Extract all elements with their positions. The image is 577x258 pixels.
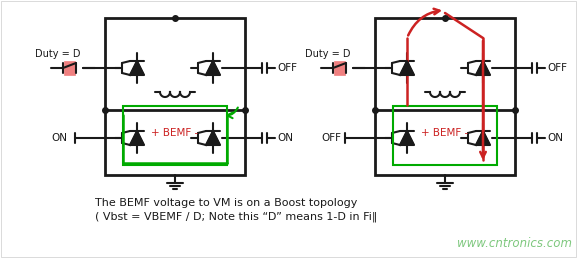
- Text: ON: ON: [277, 133, 293, 143]
- Bar: [105, 18, 245, 175]
- Text: OFF: OFF: [321, 133, 341, 143]
- Text: OFF: OFF: [547, 63, 567, 73]
- Polygon shape: [206, 61, 220, 75]
- Polygon shape: [206, 131, 220, 145]
- Bar: [123, 106, 227, 165]
- Bar: [393, 106, 497, 165]
- Polygon shape: [476, 131, 490, 145]
- Text: ON: ON: [51, 133, 67, 143]
- Text: The BEMF voltage to VM is on a Boost topology: The BEMF voltage to VM is on a Boost top…: [95, 198, 357, 208]
- Text: ( Vbst = VBEMF / D; Note this “D” means 1-D in Fi‖: ( Vbst = VBEMF / D; Note this “D” means …: [95, 212, 377, 222]
- Polygon shape: [400, 61, 414, 75]
- Text: ON: ON: [547, 133, 563, 143]
- Text: Duty = D: Duty = D: [305, 49, 350, 59]
- Text: + BEMF -: + BEMF -: [151, 127, 198, 138]
- Bar: [375, 18, 515, 175]
- Text: OFF: OFF: [277, 63, 297, 73]
- Polygon shape: [130, 131, 144, 145]
- Text: Duty = D: Duty = D: [35, 49, 81, 59]
- Text: www.cntronics.com: www.cntronics.com: [457, 237, 572, 250]
- Polygon shape: [400, 131, 414, 145]
- Polygon shape: [130, 61, 144, 75]
- Bar: [334, 61, 345, 75]
- Polygon shape: [476, 61, 490, 75]
- Text: + BEMF -: + BEMF -: [421, 127, 469, 138]
- Bar: [64, 61, 75, 75]
